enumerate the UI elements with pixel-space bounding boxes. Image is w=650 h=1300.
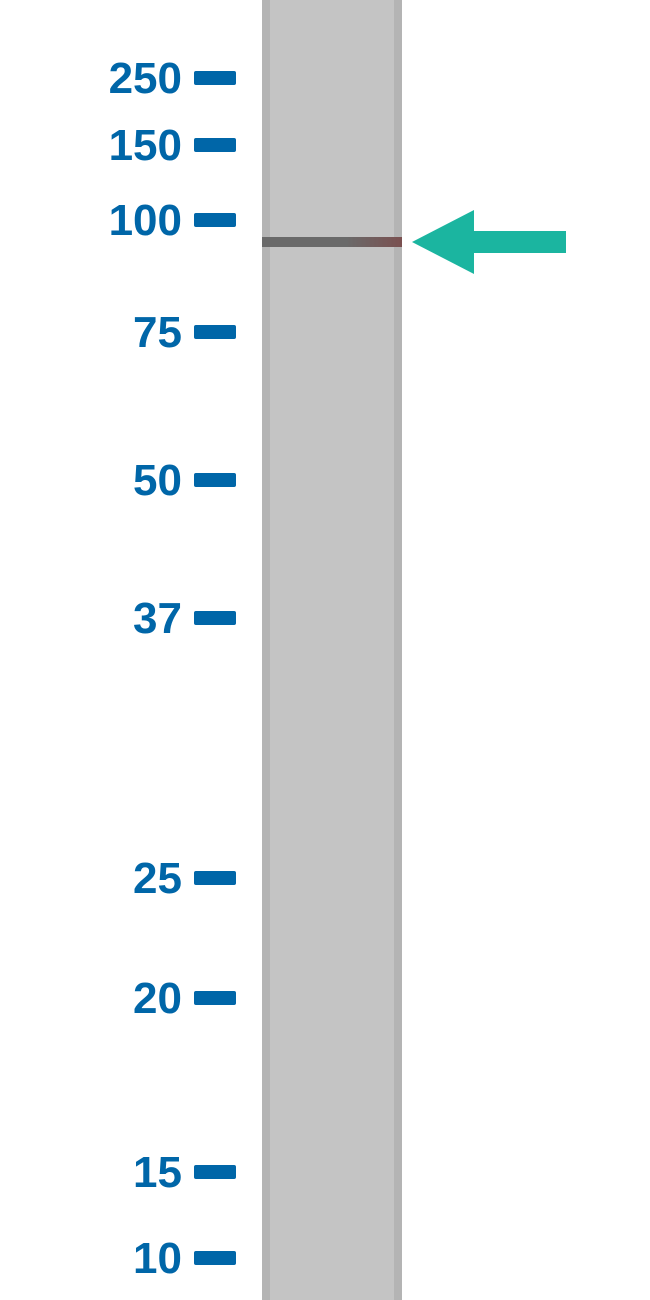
mw-label-25: 25 — [133, 854, 182, 904]
mw-label-250: 250 — [109, 54, 182, 104]
mw-label-100: 100 — [109, 196, 182, 246]
mw-label-15: 15 — [133, 1148, 182, 1198]
mw-tick-100 — [194, 213, 236, 227]
mw-tick-10 — [194, 1251, 236, 1265]
mw-label-20: 20 — [133, 974, 182, 1024]
blot-lane — [262, 0, 402, 1300]
mw-label-75: 75 — [133, 308, 182, 358]
mw-tick-20 — [194, 991, 236, 1005]
protein-band — [262, 237, 402, 247]
mw-tick-25 — [194, 871, 236, 885]
mw-label-37: 37 — [133, 594, 182, 644]
western-blot-figure: 250 150 100 75 50 37 25 20 15 10 — [0, 0, 650, 1300]
mw-tick-37 — [194, 611, 236, 625]
mw-tick-150 — [194, 138, 236, 152]
blot-lane-inner — [270, 0, 394, 1300]
mw-tick-50 — [194, 473, 236, 487]
mw-tick-250 — [194, 71, 236, 85]
band-arrow-icon — [412, 210, 566, 274]
mw-label-150: 150 — [109, 121, 182, 171]
mw-label-50: 50 — [133, 456, 182, 506]
mw-tick-75 — [194, 325, 236, 339]
mw-label-10: 10 — [133, 1234, 182, 1284]
mw-tick-15 — [194, 1165, 236, 1179]
